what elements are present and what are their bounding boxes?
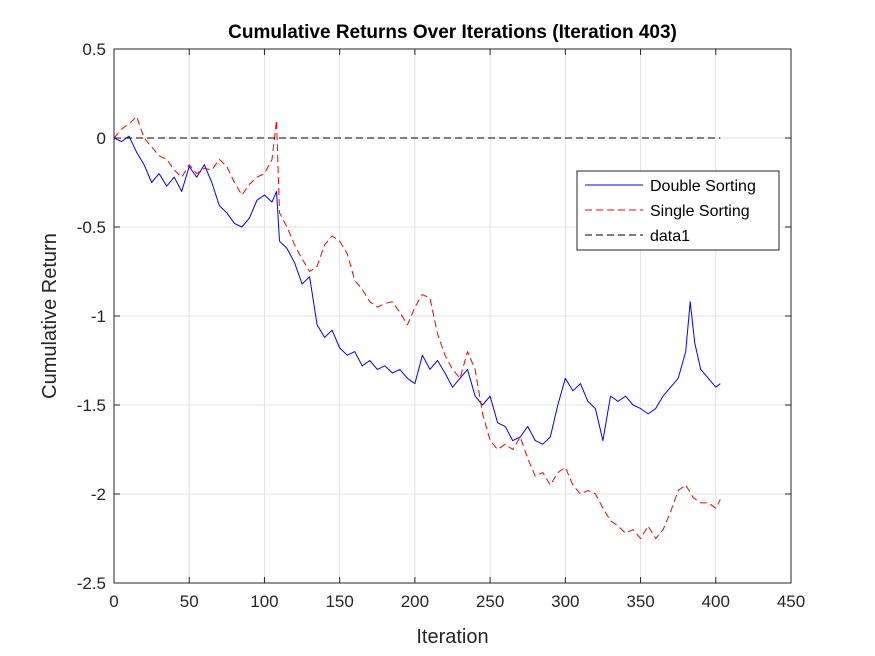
y-tick-label: -1.5 — [77, 396, 106, 415]
axis-ticks: 0 50 100 150 200 250 300 350 400 450 0.5 0 -0.5 -1 -1.… — [77, 40, 805, 611]
y-tick-label: 0.5 — [82, 40, 106, 59]
chart-title: Cumulative Returns Over Iterations (Iter… — [228, 22, 677, 43]
y-tick-label: -0.5 — [77, 218, 106, 237]
legend-label: data1 — [650, 228, 690, 245]
x-tick-label: 150 — [325, 592, 353, 611]
y-tick-label: -2 — [91, 485, 106, 504]
y-tick-label: 0 — [97, 129, 106, 148]
legend: Double Sorting Single Sorting data1 — [576, 170, 780, 251]
legend-label: Double Sorting — [650, 178, 756, 195]
x-tick-label: 250 — [476, 592, 504, 611]
x-tick-label: 0 — [109, 592, 118, 611]
y-axis-label: Cumulative Return — [39, 233, 61, 399]
x-axis-label: Iteration — [416, 626, 488, 648]
x-tick-label: 450 — [777, 592, 805, 611]
legend-label: Single Sorting — [650, 203, 750, 220]
y-tick-label: -2.5 — [77, 574, 106, 593]
x-tick-label: 100 — [250, 592, 278, 611]
plot-area — [113, 116, 721, 539]
x-tick-label: 300 — [551, 592, 579, 611]
grid — [113, 48, 792, 584]
x-tick-label: 400 — [702, 592, 730, 611]
x-tick-label: 350 — [626, 592, 654, 611]
series-line-single-sorting — [113, 116, 721, 539]
x-tick-label: 50 — [180, 592, 199, 611]
series-line-double-sorting — [113, 135, 721, 445]
x-tick-label: 200 — [401, 592, 429, 611]
y-tick-label: -1 — [91, 307, 106, 326]
